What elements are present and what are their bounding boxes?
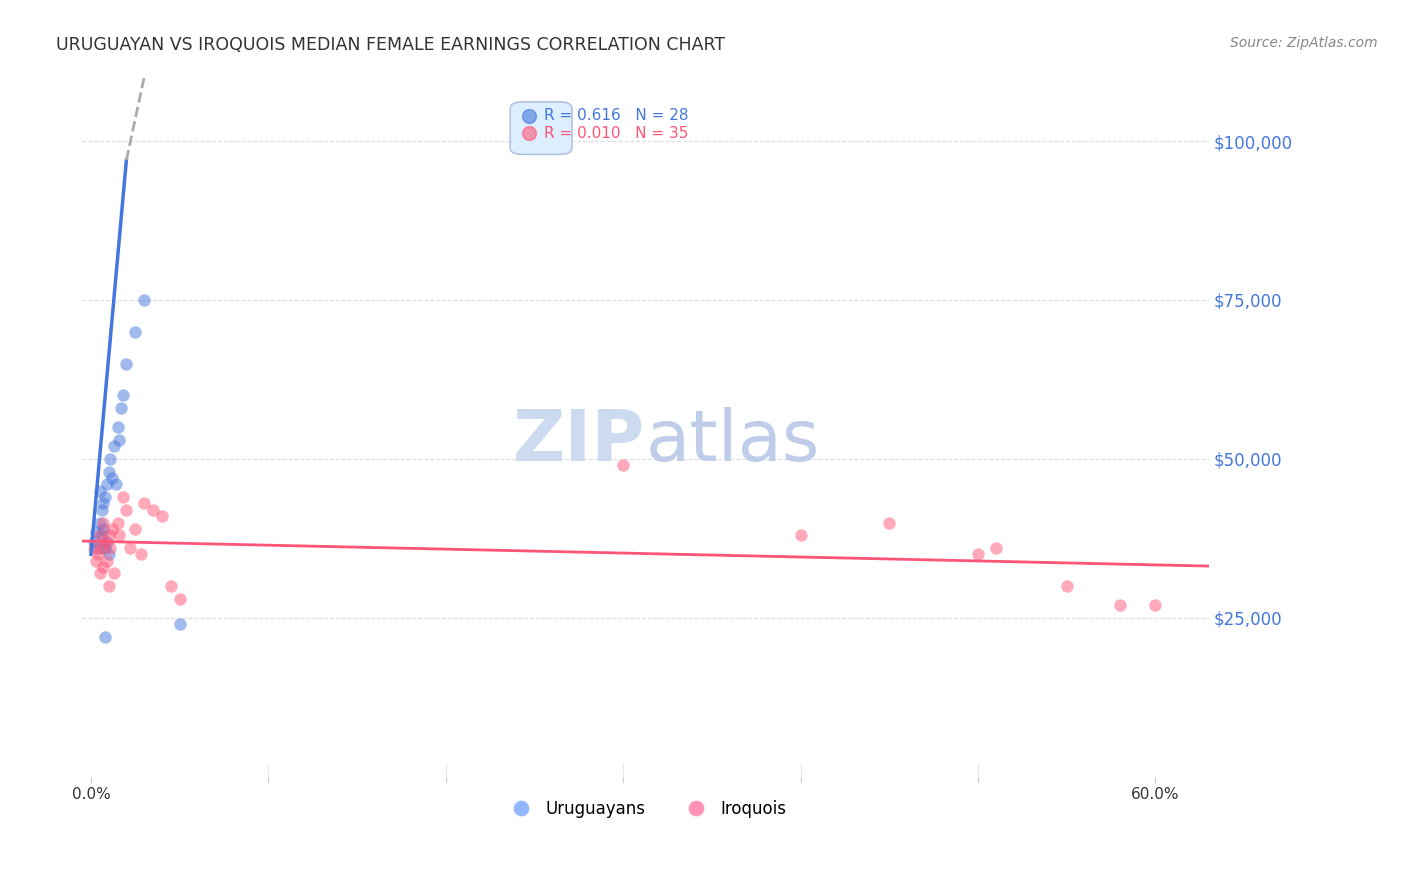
- Point: [90, 503, 112, 517]
- Point: [789, 528, 811, 542]
- Point: [107, 420, 129, 434]
- Point: [101, 522, 124, 536]
- Text: URUGUAYAN VS IROQUOIS MEDIAN FEMALE EARNINGS CORRELATION CHART: URUGUAYAN VS IROQUOIS MEDIAN FEMALE EARN…: [56, 36, 725, 54]
- Point: [89, 528, 111, 542]
- Point: [90, 528, 112, 542]
- Point: [84, 524, 107, 539]
- Point: [97, 465, 120, 479]
- Point: [96, 534, 118, 549]
- Point: [103, 566, 125, 581]
- Point: [169, 591, 191, 606]
- Point: [97, 528, 120, 542]
- Point: [90, 541, 112, 555]
- Text: R = 0.616   N = 28: R = 0.616 N = 28: [544, 109, 689, 123]
- Point: [104, 477, 127, 491]
- Point: [97, 579, 120, 593]
- Point: [87, 541, 110, 555]
- Point: [115, 503, 138, 517]
- Point: [83, 541, 105, 555]
- Point: [142, 503, 165, 517]
- Point: [108, 528, 131, 542]
- Point: [150, 509, 173, 524]
- Point: [96, 554, 118, 568]
- Point: [612, 458, 634, 473]
- Point: [101, 471, 124, 485]
- Point: [94, 630, 117, 644]
- Point: [134, 293, 156, 307]
- Point: [94, 534, 117, 549]
- Point: [159, 579, 181, 593]
- Point: [91, 496, 114, 510]
- Point: [1109, 598, 1132, 612]
- Point: [1144, 598, 1167, 612]
- Point: [124, 522, 146, 536]
- Point: [118, 541, 141, 555]
- Point: [877, 516, 900, 530]
- Point: [97, 547, 120, 561]
- Point: [94, 541, 117, 555]
- Point: [91, 522, 114, 536]
- Point: [169, 617, 191, 632]
- Point: [115, 357, 138, 371]
- Text: ZIP: ZIP: [513, 407, 645, 475]
- Point: [89, 516, 111, 530]
- Point: [100, 541, 122, 555]
- FancyBboxPatch shape: [510, 102, 572, 154]
- Point: [984, 541, 1007, 555]
- Point: [124, 325, 146, 339]
- Point: [134, 496, 156, 510]
- Point: [100, 452, 122, 467]
- Point: [107, 516, 129, 530]
- Point: [89, 483, 111, 498]
- Point: [91, 516, 114, 530]
- Point: [94, 490, 117, 504]
- Point: [84, 554, 107, 568]
- Point: [89, 566, 111, 581]
- Text: atlas: atlas: [645, 407, 820, 475]
- Point: [103, 439, 125, 453]
- Point: [87, 547, 110, 561]
- Point: [111, 388, 134, 402]
- Point: [111, 490, 134, 504]
- Point: [91, 560, 114, 574]
- Text: R = 0.010   N = 35: R = 0.010 N = 35: [544, 126, 689, 141]
- Point: [110, 401, 132, 415]
- Point: [96, 477, 118, 491]
- Point: [83, 534, 105, 549]
- Legend: Uruguayans, Iroquois: Uruguayans, Iroquois: [498, 793, 793, 824]
- Point: [967, 547, 990, 561]
- Point: [108, 433, 131, 447]
- Point: [1056, 579, 1078, 593]
- Text: Source: ZipAtlas.com: Source: ZipAtlas.com: [1230, 36, 1378, 50]
- Point: [129, 547, 152, 561]
